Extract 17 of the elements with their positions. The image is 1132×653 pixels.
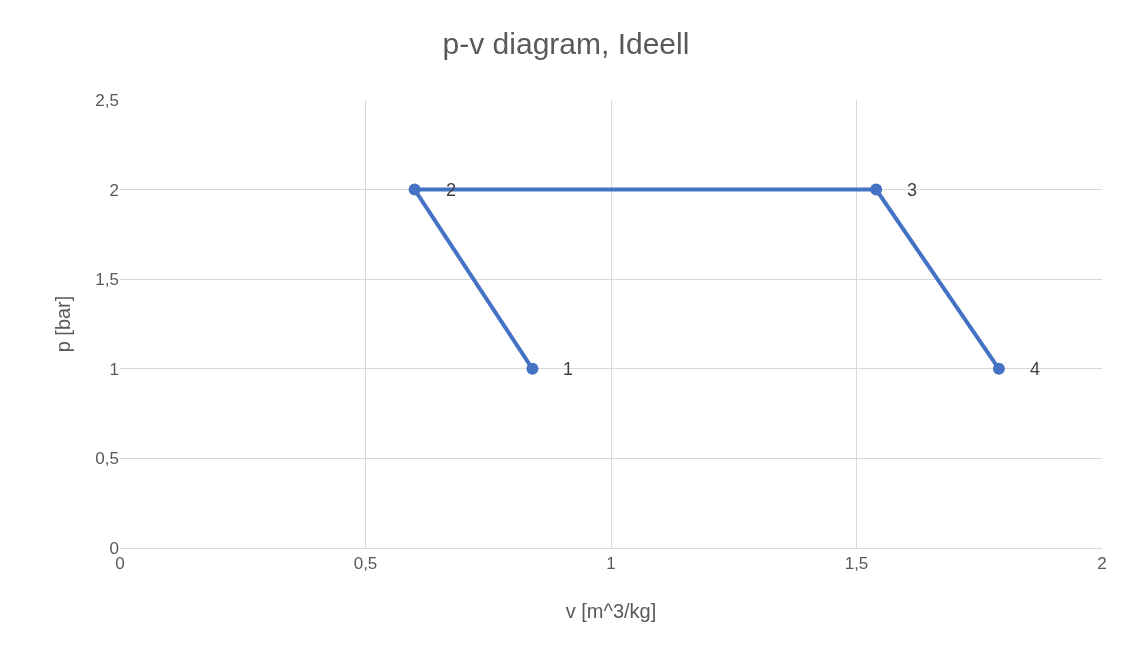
x-tick-label: 0,5 bbox=[353, 554, 378, 574]
x-axis-title: v [m^3/kg] bbox=[565, 600, 657, 622]
annotation: 4 bbox=[1030, 359, 1041, 379]
annotation: 3 bbox=[907, 180, 918, 200]
y-tick-label: 1 bbox=[109, 359, 119, 379]
y-tick-label: 0,5 bbox=[95, 449, 119, 469]
y-tick-label: 2 bbox=[109, 180, 119, 200]
x-tick-label: 1,5 bbox=[844, 554, 869, 574]
y-tick-label: 2,5 bbox=[95, 90, 119, 110]
x-tick-label: 2 bbox=[1097, 554, 1107, 574]
annotation: 1 bbox=[563, 359, 574, 379]
x-tick-label: 1 bbox=[606, 554, 616, 574]
y-tick-label: 1,5 bbox=[95, 270, 119, 290]
y-tick-label: 0 bbox=[109, 538, 119, 558]
chart-title: p-v diagram, Ideell bbox=[442, 26, 690, 60]
y-axis-title: p [bar] bbox=[52, 295, 74, 353]
annotation: 2 bbox=[446, 180, 457, 200]
